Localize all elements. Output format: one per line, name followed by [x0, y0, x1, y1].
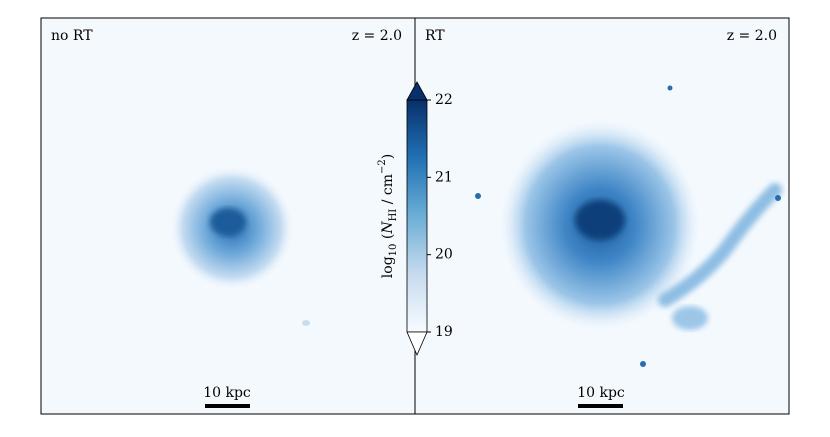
- colorbar-label-part: (: [380, 234, 396, 244]
- colorbar-tick-label: 22: [435, 92, 453, 108]
- colorbar-label: log10 (NHI / cm−2): [377, 154, 399, 278]
- colorbar-body: [406, 99, 428, 333]
- panel-label: no RT: [51, 28, 93, 44]
- scale-bar: [205, 404, 250, 408]
- map-rt: [475, 85, 782, 367]
- scale-bar-label: 10 kpc: [203, 385, 251, 401]
- colorbar-tick-label: 19: [435, 324, 453, 340]
- colorbar-label-part: ): [380, 154, 396, 159]
- colorbar-label-part: HI: [388, 209, 399, 222]
- colorbar-tick-label: 21: [435, 169, 453, 185]
- panel-redshift: z = 2.0: [727, 28, 777, 44]
- colorbar-label-part: 10: [388, 244, 399, 257]
- map-no-rt: [170, 166, 310, 326]
- colorbar-label-part: −2: [377, 159, 388, 174]
- colorbar-label-part: log: [380, 256, 396, 278]
- panel-redshift: z = 2.0: [352, 28, 402, 44]
- colorbar-extend-min: [406, 331, 428, 357]
- colorbar-tick-label: 20: [435, 247, 453, 263]
- panel-label: RT: [425, 28, 445, 44]
- colorbar-extend-max: [406, 81, 428, 101]
- scale-bar-label: 10 kpc: [577, 385, 625, 401]
- scale-bar: [578, 404, 623, 408]
- colorbar-label-part: N: [380, 221, 396, 235]
- colorbar-label-part: / cm: [380, 174, 396, 209]
- colorbar: log10 (NHI / cm−2) 19 20 21 22: [377, 81, 453, 357]
